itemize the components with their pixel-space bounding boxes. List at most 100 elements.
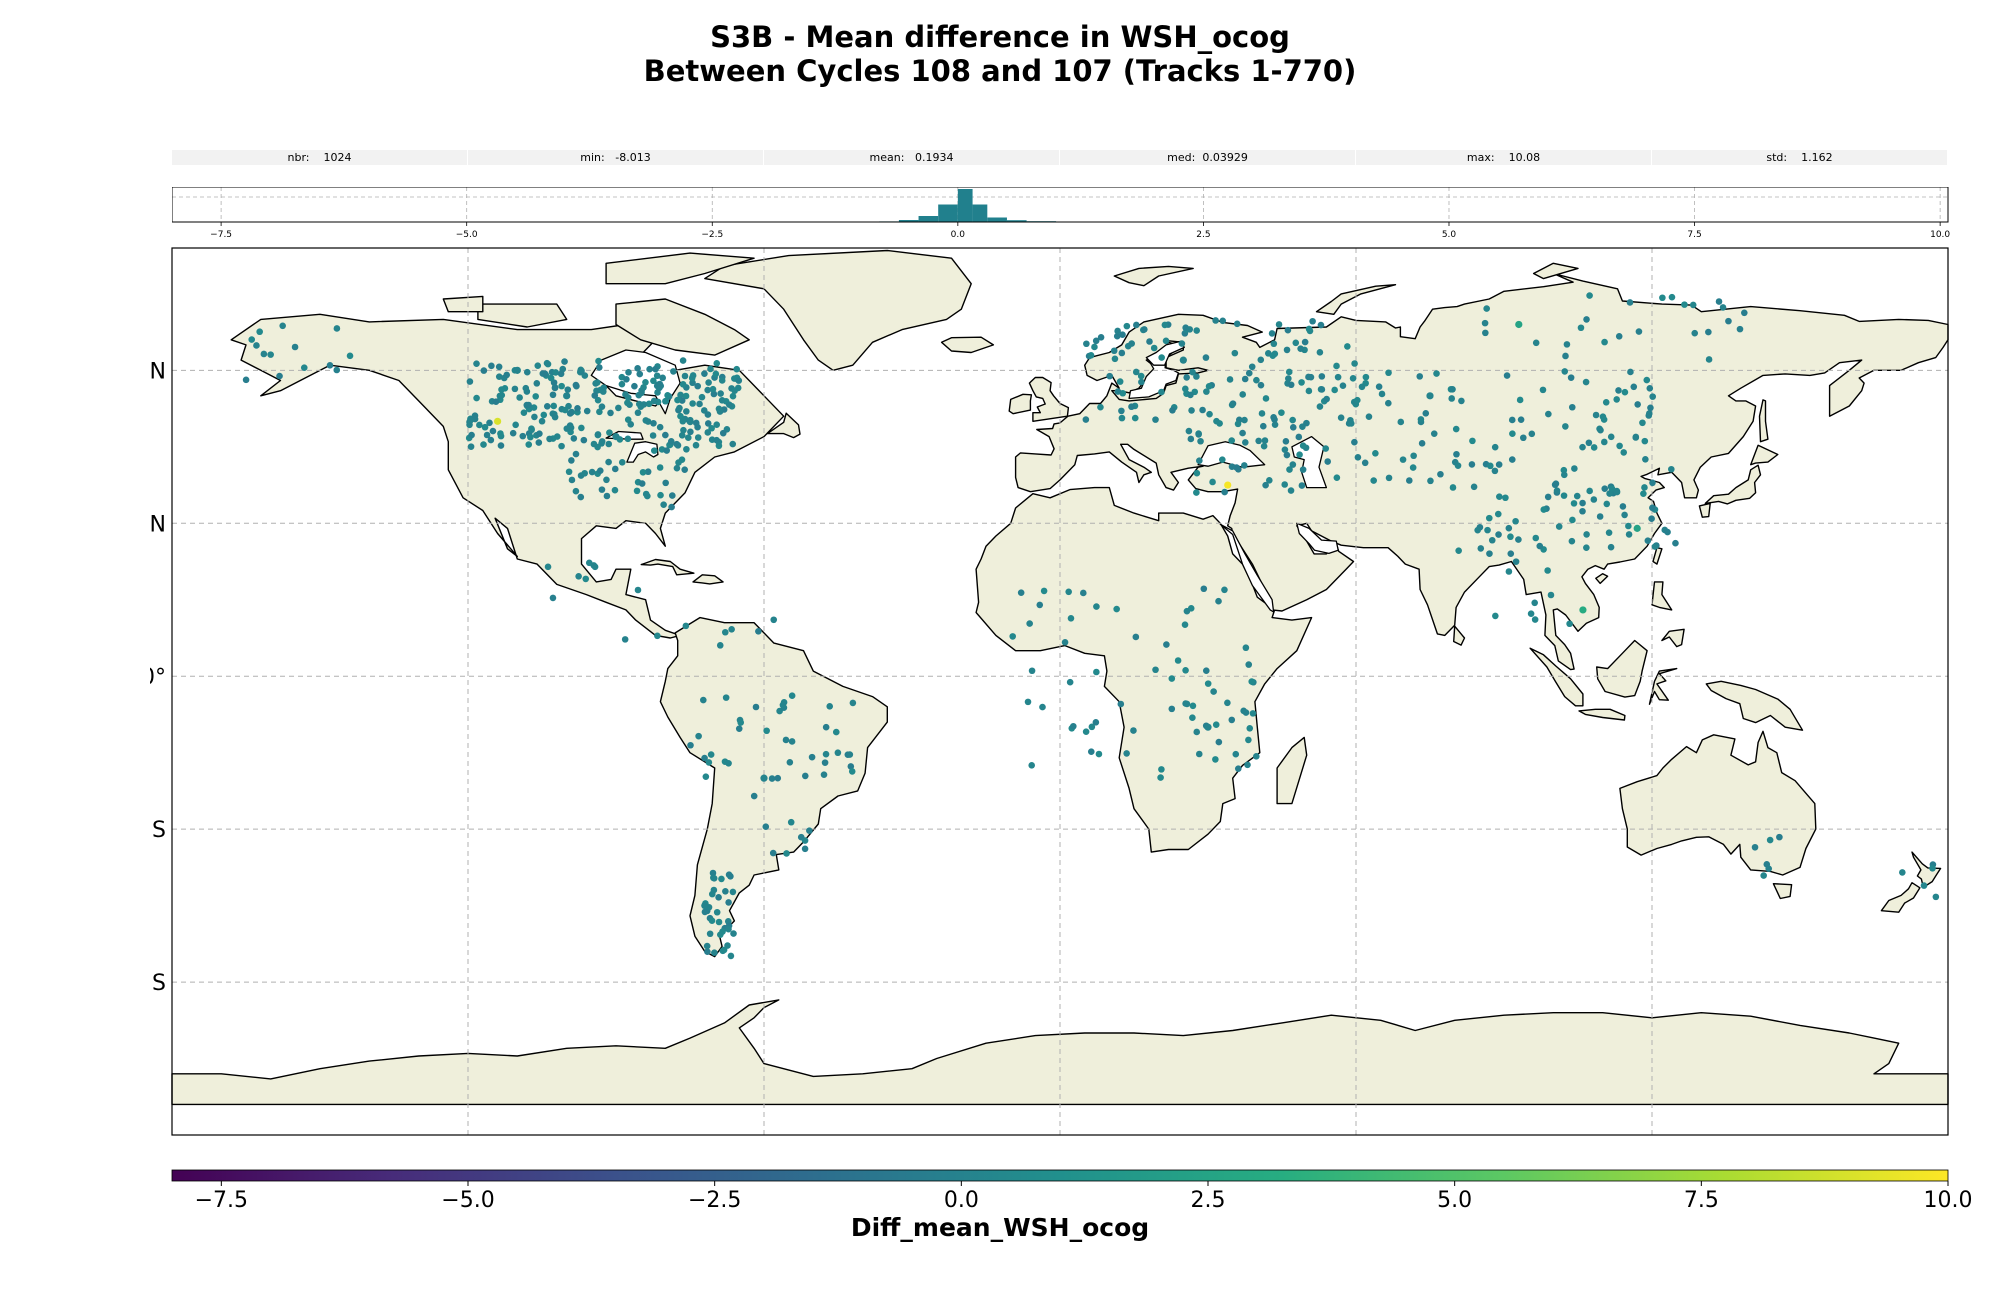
data-point [638, 480, 646, 487]
data-point [725, 925, 732, 933]
data-point [1751, 843, 1759, 851]
data-point [1508, 416, 1516, 424]
data-point [801, 845, 809, 853]
data-point [1193, 469, 1201, 477]
data-point [1275, 321, 1283, 328]
data-point [1219, 317, 1227, 325]
data-point [713, 908, 721, 916]
data-point [692, 441, 700, 449]
data-point [1298, 379, 1305, 386]
data-point [703, 942, 711, 950]
data-point [706, 930, 714, 938]
data-point [1061, 638, 1069, 646]
data-point [572, 450, 580, 458]
data-point [1253, 376, 1260, 384]
data-point [709, 869, 717, 877]
data-point [1260, 442, 1268, 450]
data-point [489, 427, 497, 435]
data-point [1289, 461, 1297, 468]
data-point [1285, 368, 1293, 376]
data-point [727, 952, 735, 960]
data-point [1305, 325, 1313, 333]
data-point [1689, 301, 1697, 309]
data-point [662, 397, 670, 405]
data-point [1281, 481, 1289, 488]
data-point [494, 417, 502, 425]
data-point [1568, 403, 1576, 411]
data-point [1512, 517, 1519, 525]
data-point [561, 406, 569, 414]
data-point [1270, 414, 1277, 421]
data-point [1278, 409, 1285, 416]
data-point [1017, 589, 1025, 596]
data-point [683, 445, 690, 453]
data-point [806, 827, 813, 834]
data-point [1239, 391, 1247, 398]
data-point [1568, 537, 1576, 545]
data-point [1347, 420, 1355, 427]
data-point [826, 703, 834, 710]
data-point [1168, 705, 1176, 713]
data-point [1286, 466, 1293, 473]
data-point [1590, 496, 1598, 503]
data-point [650, 377, 657, 385]
data-point [1668, 465, 1675, 473]
data-point [1259, 422, 1267, 430]
data-point [1932, 893, 1940, 901]
data-point [596, 467, 604, 474]
data-point [1625, 522, 1632, 530]
data-point [1231, 349, 1239, 357]
data-point [1295, 433, 1303, 441]
data-point [596, 364, 603, 371]
data-point [725, 401, 733, 408]
data-point [1659, 294, 1666, 302]
data-point [1640, 490, 1647, 497]
data-point [1544, 567, 1551, 574]
data-point [511, 385, 519, 393]
data-point [715, 894, 722, 901]
data-point [1668, 293, 1676, 301]
data-point [1491, 467, 1499, 475]
data-point [1228, 716, 1236, 724]
data-point [1378, 390, 1386, 398]
data-point [1509, 430, 1516, 438]
data-point [1158, 766, 1165, 773]
data-point [1344, 343, 1351, 350]
data-point [1162, 337, 1170, 345]
data-point [1399, 456, 1407, 463]
data-point [715, 918, 723, 926]
data-point [1502, 494, 1509, 502]
data-point [709, 385, 717, 393]
data-point [1560, 471, 1568, 479]
data-point [566, 410, 574, 417]
data-point [1372, 450, 1379, 457]
data-point [1212, 317, 1219, 324]
data-point [752, 703, 760, 711]
data-point [623, 376, 630, 383]
data-point [468, 431, 475, 439]
data-point [1517, 416, 1525, 423]
data-point [722, 694, 730, 701]
data-point [1179, 356, 1187, 364]
data-point [520, 409, 528, 416]
data-point [1544, 493, 1552, 501]
data-point [1141, 326, 1148, 333]
data-point [594, 431, 602, 438]
data-point [719, 928, 726, 935]
data-point [1262, 395, 1270, 402]
data-point [1316, 403, 1324, 410]
data-point [1114, 327, 1121, 335]
data-point [705, 759, 713, 766]
data-point [1333, 474, 1341, 481]
data-point [1649, 393, 1656, 400]
data-point [1583, 316, 1590, 323]
data-point [1516, 396, 1524, 404]
data-point [1453, 450, 1460, 458]
data-point [624, 399, 631, 407]
data-point [684, 434, 692, 442]
land-java [1578, 708, 1626, 721]
data-point [1324, 458, 1331, 465]
stat-med: med: 0.03929 [1060, 150, 1356, 165]
data-point [1270, 340, 1278, 348]
data-point [1508, 456, 1516, 463]
